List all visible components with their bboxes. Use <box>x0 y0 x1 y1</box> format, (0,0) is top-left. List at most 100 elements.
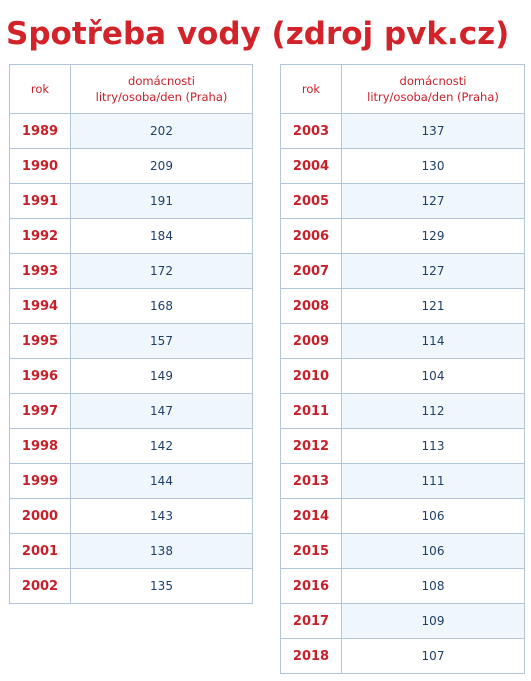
table-header-row: rok domácnosti litry/osoba/den (Praha) <box>280 64 525 114</box>
year-cell: 2000 <box>9 498 71 534</box>
value-cell: 107 <box>341 638 525 674</box>
year-cell: 1998 <box>9 428 71 464</box>
year-cell: 2012 <box>280 428 342 464</box>
column-header-households: domácnosti litry/osoba/den (Praha) <box>70 64 253 114</box>
table-row: 2015 106 <box>280 533 525 569</box>
year-cell: 1999 <box>9 463 71 499</box>
table-row: 2012 113 <box>280 428 525 464</box>
year-cell: 1990 <box>9 148 71 184</box>
value-cell: 113 <box>341 428 525 464</box>
year-cell: 2018 <box>280 638 342 674</box>
year-cell: 2008 <box>280 288 342 324</box>
table-row: 2011 112 <box>280 393 525 429</box>
year-cell: 2005 <box>280 183 342 219</box>
year-cell: 2010 <box>280 358 342 394</box>
table-row: 2006 129 <box>280 218 525 254</box>
table-row: 1996 149 <box>9 358 253 394</box>
year-cell: 2015 <box>280 533 342 569</box>
year-cell: 2009 <box>280 323 342 359</box>
year-cell: 1997 <box>9 393 71 429</box>
table-row: 1990 209 <box>9 148 253 184</box>
year-cell: 1995 <box>9 323 71 359</box>
water-consumption-table-left: rok domácnosti litry/osoba/den (Praha) 1… <box>9 64 253 604</box>
table-row: 2002 135 <box>9 568 253 604</box>
value-cell: 157 <box>70 323 253 359</box>
year-cell: 1989 <box>9 113 71 149</box>
year-cell: 2007 <box>280 253 342 289</box>
water-consumption-table-right: rok domácnosti litry/osoba/den (Praha) 2… <box>280 64 525 674</box>
year-cell: 2004 <box>280 148 342 184</box>
table-row: 1991 191 <box>9 183 253 219</box>
table-row: 2009 114 <box>280 323 525 359</box>
year-cell: 2006 <box>280 218 342 254</box>
table-row: 1992 184 <box>9 218 253 254</box>
value-cell: 127 <box>341 253 525 289</box>
table-row: 2007 127 <box>280 253 525 289</box>
table-row: 1998 142 <box>9 428 253 464</box>
value-cell: 109 <box>341 603 525 639</box>
table-row: 2008 121 <box>280 288 525 324</box>
value-cell: 143 <box>70 498 253 534</box>
value-cell: 104 <box>341 358 525 394</box>
value-cell: 108 <box>341 568 525 604</box>
table-row: 2000 143 <box>9 498 253 534</box>
table-row: 1994 168 <box>9 288 253 324</box>
year-cell: 1996 <box>9 358 71 394</box>
year-cell: 2003 <box>280 113 342 149</box>
year-cell: 2014 <box>280 498 342 534</box>
value-cell: 209 <box>70 148 253 184</box>
column-header-households-line1: domácnosti <box>399 74 467 88</box>
value-cell: 168 <box>70 288 253 324</box>
value-cell: 191 <box>70 183 253 219</box>
table-row: 1993 172 <box>9 253 253 289</box>
year-cell: 1993 <box>9 253 71 289</box>
table-row: 2001 138 <box>9 533 253 569</box>
table-row: 2003 137 <box>280 113 525 149</box>
year-cell: 2011 <box>280 393 342 429</box>
value-cell: 202 <box>70 113 253 149</box>
year-cell: 2016 <box>280 568 342 604</box>
year-cell: 2013 <box>280 463 342 499</box>
value-cell: 111 <box>341 463 525 499</box>
value-cell: 184 <box>70 218 253 254</box>
value-cell: 112 <box>341 393 525 429</box>
year-cell: 1991 <box>9 183 71 219</box>
column-header-households: domácnosti litry/osoba/den (Praha) <box>341 64 525 114</box>
column-header-households-line1: domácnosti <box>128 74 195 88</box>
table-row: 2010 104 <box>280 358 525 394</box>
table-row: 2018 107 <box>280 638 525 674</box>
value-cell: 172 <box>70 253 253 289</box>
table-row: 1989 202 <box>9 113 253 149</box>
value-cell: 144 <box>70 463 253 499</box>
value-cell: 129 <box>341 218 525 254</box>
value-cell: 127 <box>341 183 525 219</box>
column-header-households-line2: litry/osoba/den (Praha) <box>367 90 499 104</box>
table-row: 2014 106 <box>280 498 525 534</box>
value-cell: 147 <box>70 393 253 429</box>
year-cell: 2001 <box>9 533 71 569</box>
value-cell: 138 <box>70 533 253 569</box>
value-cell: 135 <box>70 568 253 604</box>
table-row: 2005 127 <box>280 183 525 219</box>
column-header-year: rok <box>280 64 342 114</box>
value-cell: 106 <box>341 498 525 534</box>
year-cell: 1992 <box>9 218 71 254</box>
table-row: 1999 144 <box>9 463 253 499</box>
table-row: 1997 147 <box>9 393 253 429</box>
table-header-row: rok domácnosti litry/osoba/den (Praha) <box>9 64 253 114</box>
column-header-year: rok <box>9 64 71 114</box>
table-row: 2016 108 <box>280 568 525 604</box>
value-cell: 114 <box>341 323 525 359</box>
page-title: Spotřeba vody (zdroj pvk.cz) <box>6 16 510 52</box>
year-cell: 1994 <box>9 288 71 324</box>
value-cell: 130 <box>341 148 525 184</box>
column-header-households-line2: litry/osoba/den (Praha) <box>95 90 228 104</box>
year-cell: 2002 <box>9 568 71 604</box>
table-row: 2004 130 <box>280 148 525 184</box>
table-row: 2013 111 <box>280 463 525 499</box>
value-cell: 142 <box>70 428 253 464</box>
value-cell: 137 <box>341 113 525 149</box>
year-cell: 2017 <box>280 603 342 639</box>
value-cell: 149 <box>70 358 253 394</box>
value-cell: 106 <box>341 533 525 569</box>
